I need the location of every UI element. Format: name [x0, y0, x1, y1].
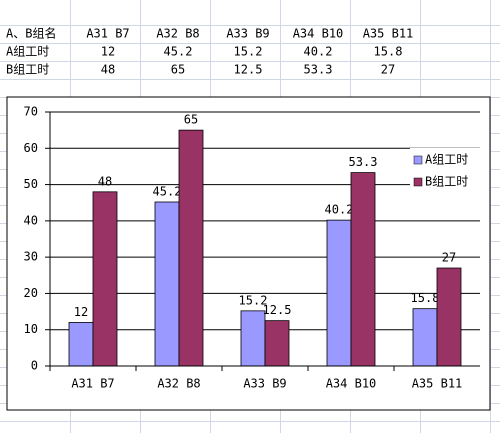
- legend-swatch: [413, 177, 423, 187]
- bar: [350, 172, 376, 367]
- table-cell: 12: [101, 45, 115, 59]
- bar: [92, 191, 118, 367]
- x-tick-label: A31 B7: [71, 377, 114, 391]
- y-tick-label: 20: [24, 286, 38, 300]
- y-tick-label: 70: [24, 105, 38, 119]
- table-header: A31 B7: [86, 27, 129, 41]
- data-label: 12.5: [263, 303, 292, 317]
- x-tick-label: A32 B8: [157, 377, 200, 391]
- data-label: 40.2: [325, 203, 354, 217]
- bar: [264, 320, 290, 367]
- table-header: A34 B10: [293, 27, 344, 41]
- table-header: A32 B8: [156, 27, 199, 41]
- table-cell: 65: [171, 63, 185, 77]
- x-tick-label: A33 B9: [243, 377, 286, 391]
- table-header: A33 B9: [226, 27, 269, 41]
- data-label: 45.2: [153, 184, 182, 198]
- data-label: 27: [442, 251, 456, 265]
- legend-box: [410, 148, 486, 194]
- table-cell: 12.5: [234, 63, 263, 77]
- table-cell: 15.2: [234, 45, 263, 59]
- data-label: 15.2: [239, 293, 268, 307]
- bar: [68, 322, 94, 367]
- y-tick-label: 0: [31, 359, 38, 373]
- data-label: 65: [184, 113, 198, 127]
- table-cell: 15.8: [374, 45, 403, 59]
- chart: 0 10 20 30 40 50 60 70 A31 B7 12 48 A32 B8 45.2 65 A33…: [24, 105, 486, 391]
- bar: [412, 308, 438, 367]
- x-tick-label: A35 B11: [412, 377, 463, 391]
- data-label: 12: [74, 305, 88, 319]
- y-tick-label: 40: [24, 213, 38, 227]
- bar: [326, 219, 352, 367]
- y-tick-label: 30: [24, 250, 38, 264]
- legend-label: B组工时: [425, 175, 468, 189]
- table-cell: 27: [381, 63, 395, 77]
- y-tick-label: 60: [24, 141, 38, 155]
- data-label: 48: [98, 174, 112, 188]
- bar: [240, 310, 266, 367]
- y-tick-label: 10: [24, 322, 38, 336]
- y-tick-label: 50: [24, 177, 38, 191]
- data-label: 53.3: [349, 155, 378, 169]
- data-label: 15.8: [411, 291, 440, 305]
- table-cell: 53.3: [304, 63, 333, 77]
- bar: [436, 267, 462, 367]
- table-cell: 45.2: [164, 45, 193, 59]
- table-cell: 40.2: [304, 45, 333, 59]
- table-corner: A、B组名: [6, 26, 56, 41]
- table-row-label: B组工时: [6, 63, 49, 77]
- table-header: A35 B11: [363, 27, 414, 41]
- legend-swatch: [413, 155, 423, 165]
- bar: [178, 129, 204, 367]
- table-cell: 48: [101, 63, 115, 77]
- legend-label: A组工时: [425, 153, 468, 167]
- x-tick-label: A34 B10: [326, 377, 377, 391]
- table-row-label: A组工时: [6, 45, 49, 59]
- bar: [154, 201, 180, 367]
